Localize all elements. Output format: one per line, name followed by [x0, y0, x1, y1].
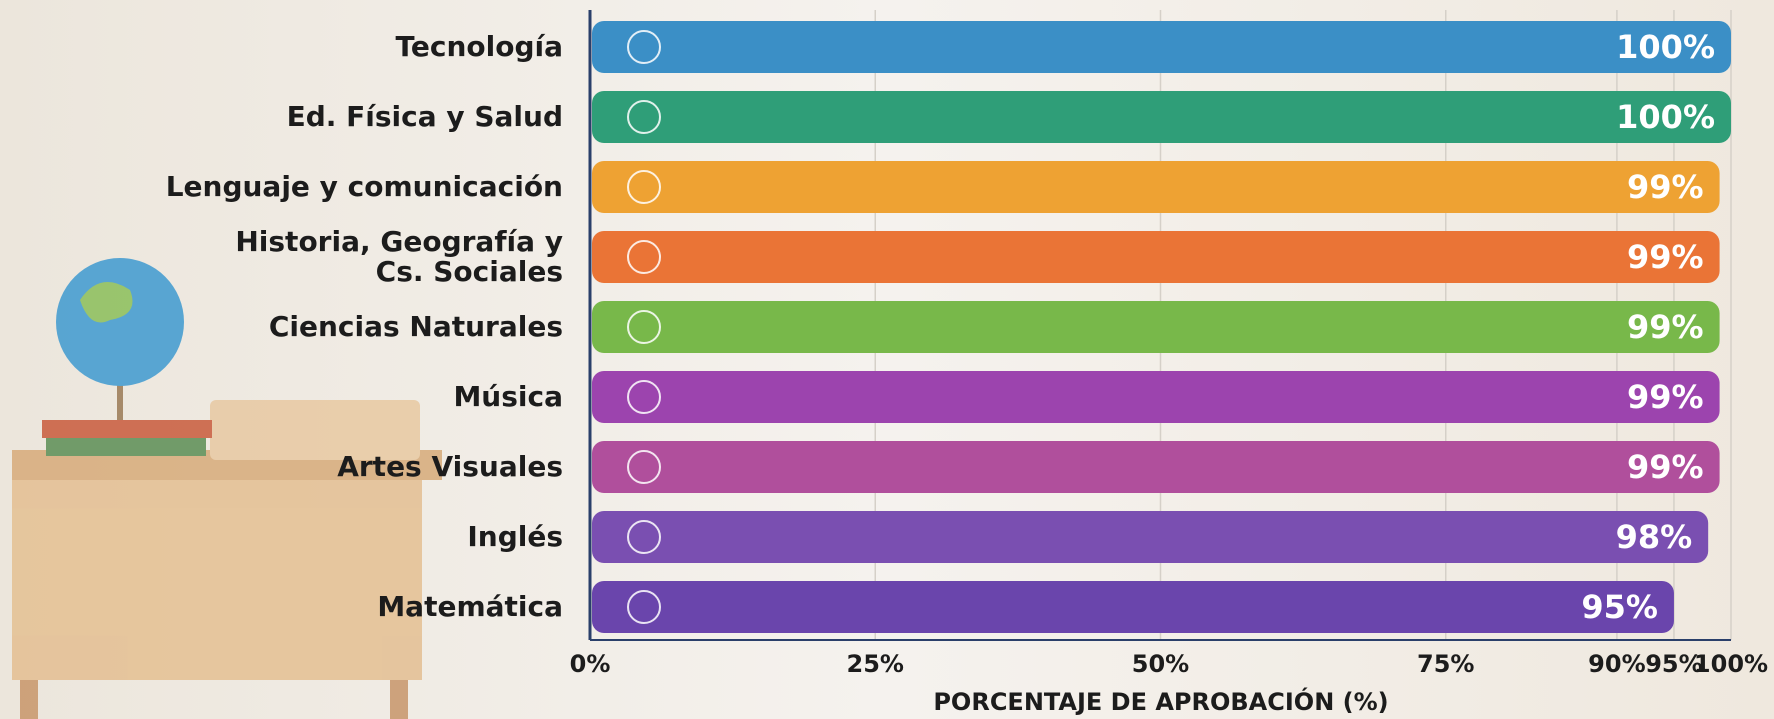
bar-icon [627, 240, 661, 274]
category-label: Ciencias Naturales [268, 310, 563, 343]
value-label: 99% [1627, 168, 1704, 206]
bar-icon [627, 520, 661, 554]
bar-icon [627, 380, 661, 414]
value-label: 99% [1627, 308, 1704, 346]
category-label: Inglés [467, 520, 563, 553]
bar [592, 21, 1731, 73]
bar [592, 161, 1720, 213]
bar [592, 91, 1731, 143]
x-tick-label: 90% [1588, 650, 1645, 678]
x-tick-label: 100% [1694, 650, 1768, 678]
bar [592, 441, 1720, 493]
desk-scene [12, 258, 442, 719]
value-label: 98% [1616, 518, 1693, 556]
bar [592, 581, 1674, 633]
x-tick-label: 50% [1132, 650, 1189, 678]
bar [592, 511, 1709, 563]
value-label: 100% [1616, 28, 1715, 66]
category-label: Música [453, 380, 563, 413]
x-tick-label: 0% [570, 650, 611, 678]
value-label: 95% [1581, 588, 1658, 626]
category-label: Ed. Física y Salud [286, 100, 563, 133]
value-label: 99% [1627, 238, 1704, 276]
x-tick-label: 95% [1645, 650, 1702, 678]
bar [592, 231, 1720, 283]
value-label: 99% [1627, 378, 1704, 416]
category-label: Matemática [377, 590, 563, 623]
bar-icon [627, 30, 661, 64]
bar-icon [627, 590, 661, 624]
category-label: Artes Visuales [337, 450, 563, 483]
x-axis-title: PORCENTAJE DE APROBACIÓN (%) [933, 686, 1388, 716]
value-label: 99% [1627, 448, 1704, 486]
x-tick-label: 25% [847, 650, 904, 678]
value-label: 100% [1616, 98, 1715, 136]
bar-icon [627, 100, 661, 134]
bar-icon [627, 170, 661, 204]
bar [592, 371, 1720, 423]
bar-icon [627, 450, 661, 484]
category-label: Tecnología [395, 30, 563, 63]
bar-icon [627, 310, 661, 344]
category-label: Historia, Geografía y Cs. Sociales [235, 225, 563, 288]
category-label: Lenguaje y comunicación [165, 170, 563, 203]
bar [592, 301, 1720, 353]
x-tick-label: 75% [1417, 650, 1474, 678]
